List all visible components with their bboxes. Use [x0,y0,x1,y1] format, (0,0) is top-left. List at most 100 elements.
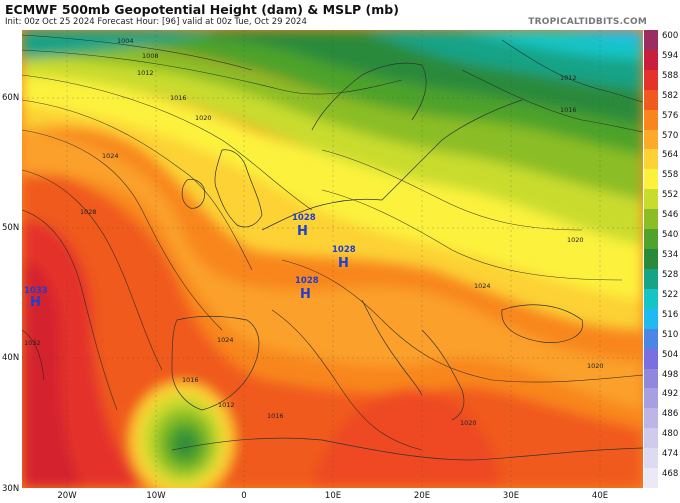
coastlines [171,62,643,461]
high-pressure-center: 1028 H [292,213,316,239]
isobar-label: 1020 [460,419,477,427]
legend-value: 480 [662,429,679,440]
legend-entry: 486 [644,408,680,429]
scandinavia-outline [311,62,427,131]
legend-value: 558 [662,170,679,181]
legend-entry: 558 [644,169,680,190]
legend-swatch [644,308,658,329]
legend-value: 498 [662,369,679,380]
isobar-label: 1020 [587,362,604,370]
legend-value: 474 [662,449,679,460]
legend-value: 564 [662,150,679,161]
legend-swatch [644,129,658,150]
legend-value: 528 [662,269,679,280]
legend-swatch [644,348,658,369]
legend-swatch [644,268,658,289]
lon-label: 40E [591,491,609,501]
legend-swatch [644,30,658,50]
legend-entry: 546 [644,209,680,230]
legend-value: 600 [662,31,679,41]
legend-entry: 510 [644,328,680,349]
ireland-outline [181,178,206,209]
color-scale-legend: 600 594 588 582 576 570 564 558 552 546 540 534 528 5… [644,30,680,488]
legend-entry: 594 [644,49,680,70]
legend-value: 582 [662,90,679,101]
isobar-label: 1020 [567,236,584,244]
legend-swatch [644,368,658,389]
legend-entry: 564 [644,149,680,170]
legend-swatch [644,229,658,250]
legend-value: 522 [662,289,679,300]
isobar-label: 1016 [267,412,284,420]
legend-entry: 528 [644,268,680,289]
legend-value: 468 [662,469,679,480]
legend-entry: 534 [644,249,680,269]
legend-entry: 570 [644,129,680,150]
isobar-label: 1024 [217,336,234,344]
high-symbol: H [338,256,349,271]
legend-entry: 582 [644,89,680,110]
legend-entry: 516 [644,308,680,329]
balkans-outline [421,329,465,421]
great-britain-outline [214,149,263,228]
high-symbol: H [300,287,311,302]
lon-label: 20W [57,491,77,501]
chart-subtitle: Init: 00z Oct 25 2024 Forecast Hour: [96… [5,17,307,27]
isobar-label: 1016 [560,106,577,114]
legend-entry: 492 [644,388,680,409]
legend-swatch [644,468,658,488]
isobar-label: 1024 [102,152,119,160]
legend-swatch [644,69,658,90]
legend-swatch [644,249,658,269]
legend-swatch [644,49,658,70]
legend-swatch [644,149,658,170]
legend-swatch [644,209,658,230]
legend-value: 516 [662,309,679,320]
pressure-centers: 1033 H 1028 H 1028 H 1028 H [24,213,356,310]
legend-entry: 600 [644,30,680,50]
pressure-value: 1028 [332,245,356,255]
legend-entry: 468 [644,468,680,488]
legend-value: 510 [662,329,679,340]
legend-entry: 480 [644,428,680,449]
isobar-labels: 1004 1008 1012 1016 1020 1024 1028 1032 … [24,37,604,427]
legend-swatch [644,109,658,130]
isobar-label: 1012 [560,74,577,82]
high-pressure-center: 1033 H [24,286,48,310]
legend-value: 540 [662,230,679,241]
legend-swatch [644,408,658,429]
map-svg: 1004 1008 1012 1016 1020 1024 1028 1032 … [22,30,643,488]
lon-label: 30E [502,491,520,501]
legend-value: 546 [662,210,679,221]
legend-value: 588 [662,70,679,81]
legend-value: 534 [662,250,679,261]
chart-title: ECMWF 500mb Geopotential Height (dam) & … [5,2,399,17]
legend-entry: 576 [644,109,680,130]
italy-outline [361,299,423,396]
lon-label: 20E [413,491,431,501]
graticule [22,30,643,488]
legend-swatch [644,169,658,190]
north-africa-outline [171,437,643,461]
legend-entry: 522 [644,288,680,309]
legend-value: 594 [662,50,679,61]
legend-swatch [644,388,658,409]
isobar-label: 1032 [24,339,41,347]
high-symbol: H [297,224,308,239]
legend-entry: 504 [644,348,680,369]
isobar-label: 1012 [137,69,154,77]
isobar-label: 1016 [170,94,187,102]
lon-label: 10W [146,491,166,501]
isobar-label: 1024 [474,282,491,290]
lat-label: 30N [2,484,20,494]
high-symbol: H [30,295,41,310]
weather-map: 1004 1008 1012 1016 1020 1024 1028 1032 … [22,30,643,488]
pressure-value: 1028 [295,276,319,286]
legend-entry: 498 [644,368,680,389]
legend-value: 492 [662,389,679,400]
pressure-value: 1028 [292,213,316,223]
legend-entry: 552 [644,189,680,210]
isobar-label: 1012 [218,401,235,409]
legend-value: 504 [662,349,679,360]
lat-label: 40N [2,353,20,363]
